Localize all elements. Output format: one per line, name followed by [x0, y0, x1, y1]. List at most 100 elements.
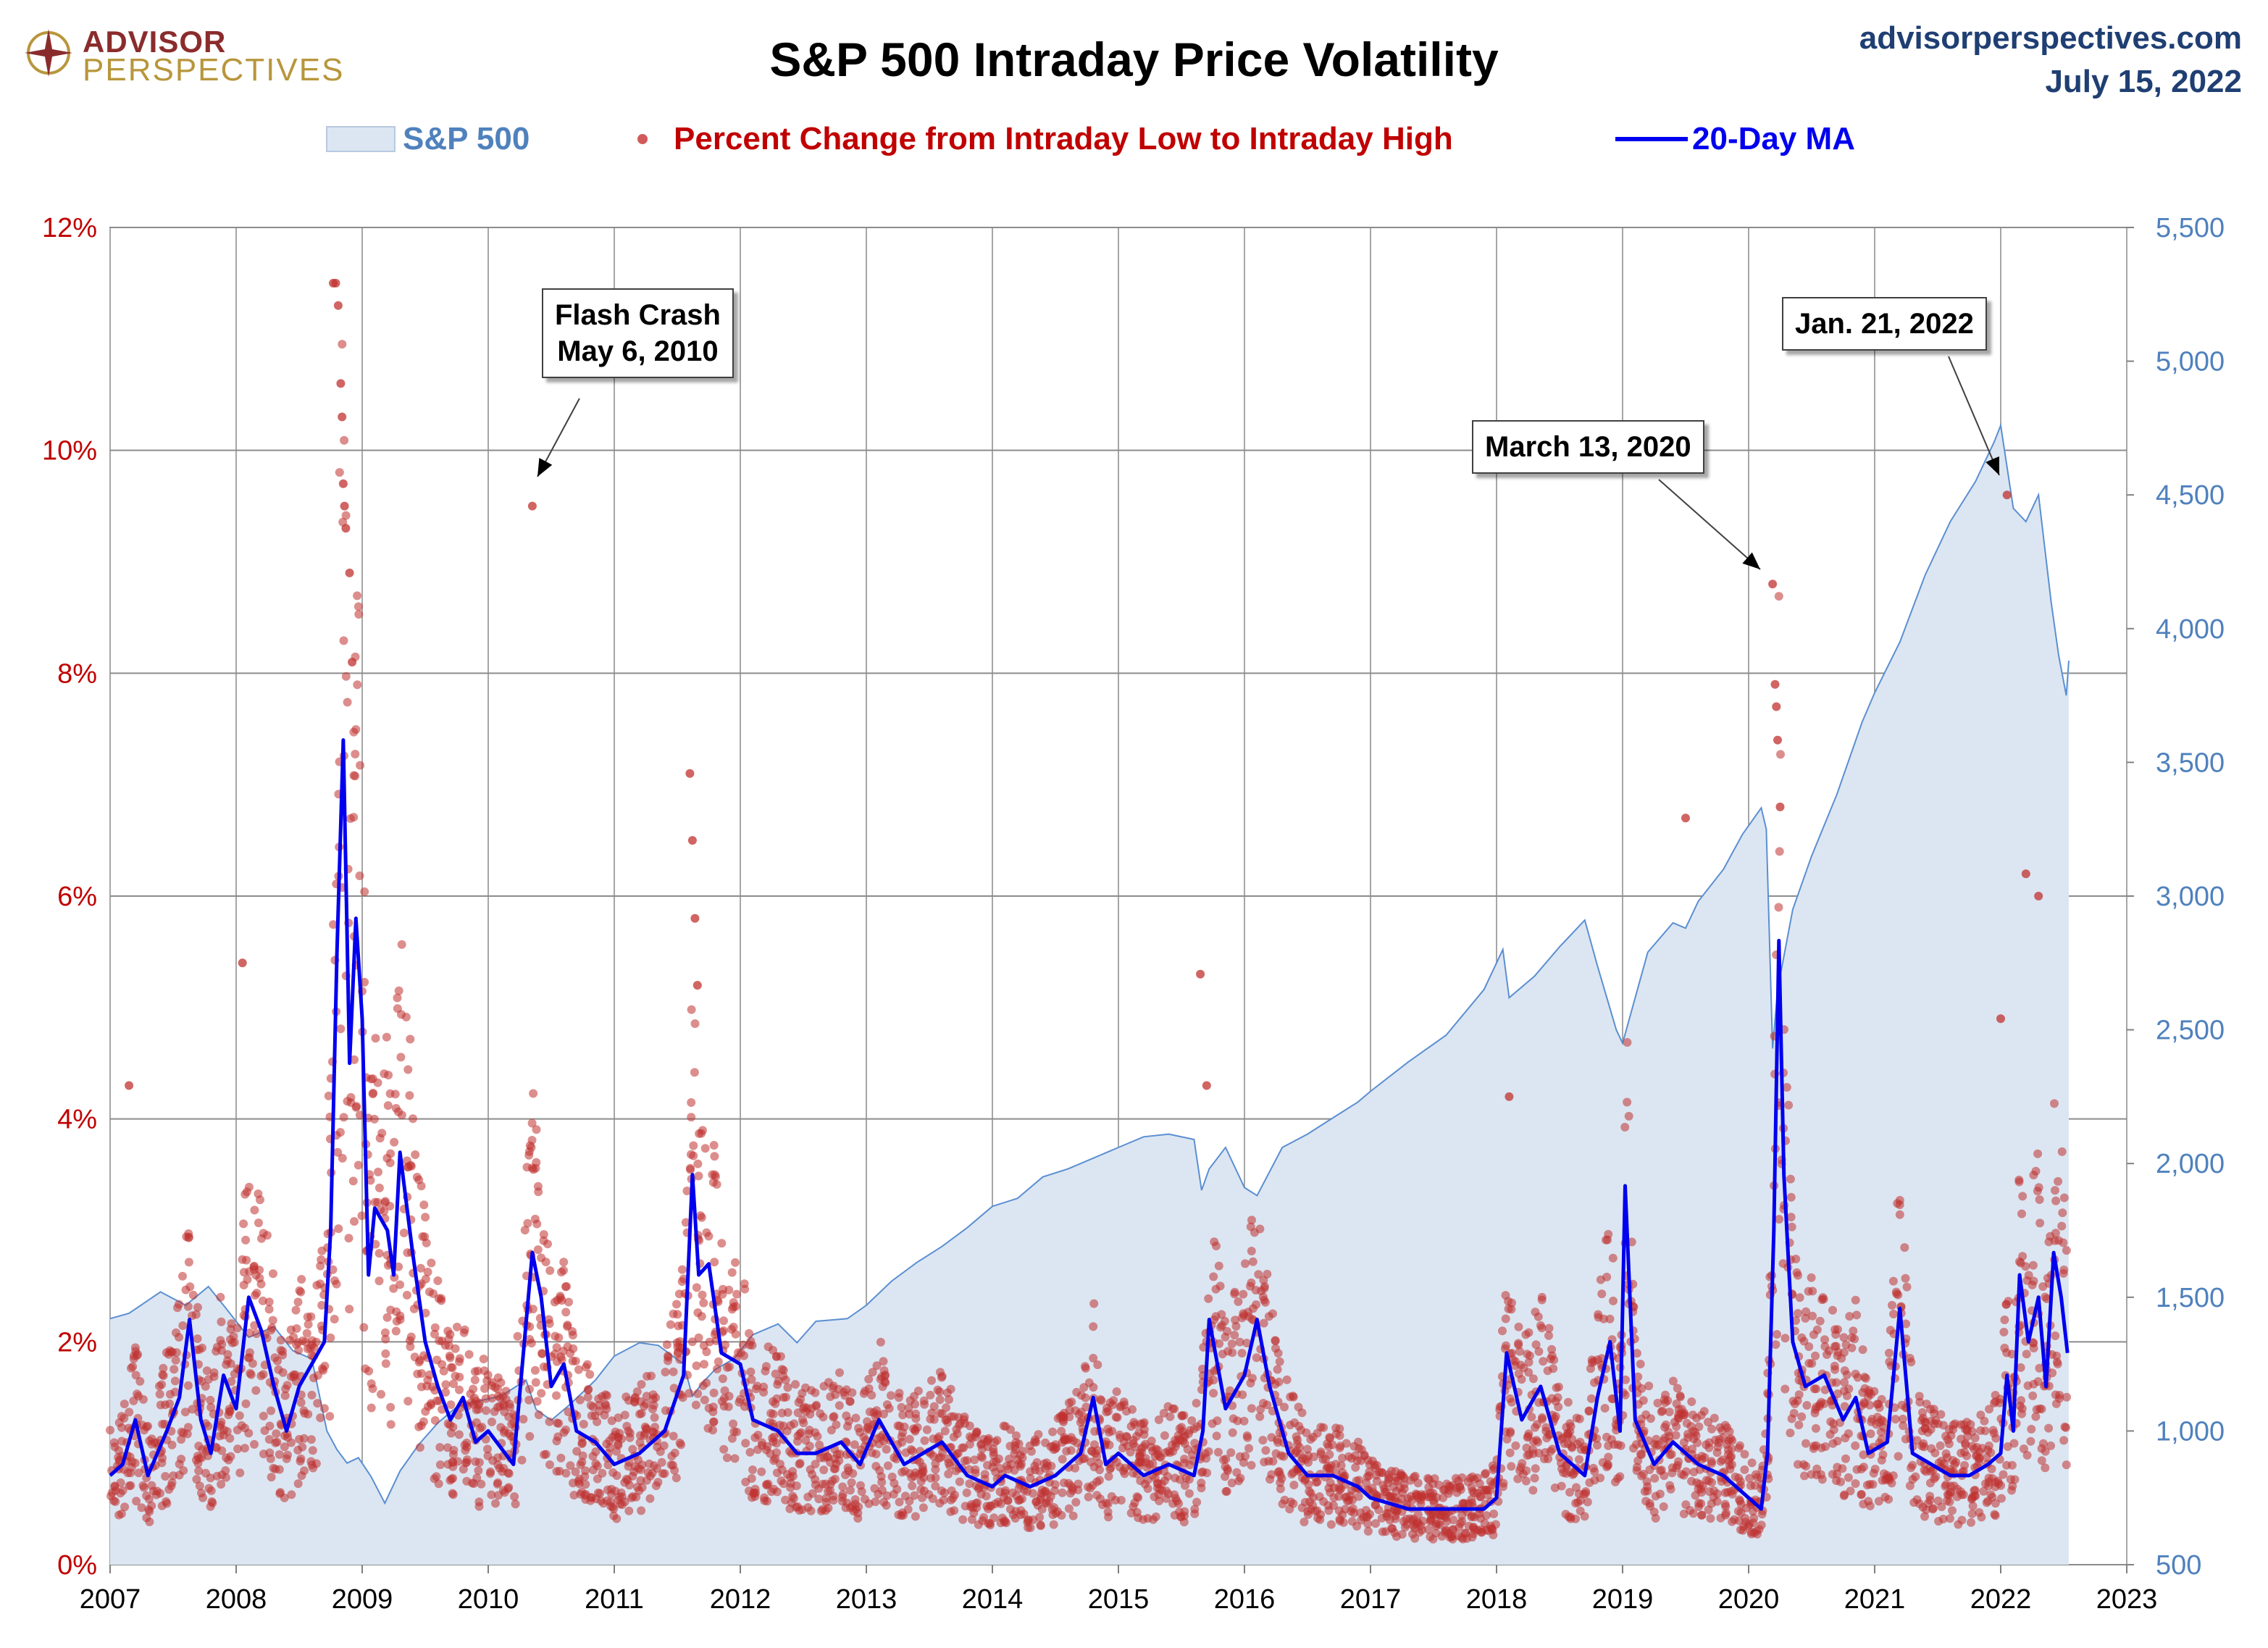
volatility-dot	[1230, 1331, 1239, 1339]
volatility-dot	[474, 1466, 483, 1475]
volatility-dot	[487, 1490, 496, 1499]
volatility-dot	[854, 1502, 863, 1512]
volatility-dot	[1877, 1455, 1886, 1465]
volatility-dot	[1657, 1407, 1666, 1416]
volatility-dot	[673, 1349, 682, 1358]
volatility-dot	[1263, 1269, 1272, 1279]
volatility-dot	[1933, 1496, 1943, 1505]
volatility-dot	[209, 1368, 219, 1377]
volatility-dot	[940, 1426, 950, 1436]
volatility-dot	[772, 1394, 782, 1403]
volatility-dot	[666, 1320, 675, 1329]
volatility-dot	[689, 1141, 698, 1150]
volatility-dot	[1637, 1384, 1646, 1393]
volatility-dot	[455, 1373, 464, 1381]
volatility-dot	[391, 1326, 401, 1336]
volatility-dot	[351, 750, 360, 758]
volatility-dot	[658, 1469, 667, 1478]
volatility-dot	[900, 1422, 909, 1431]
volatility-dot	[910, 1491, 919, 1500]
volatility-dot	[1384, 1492, 1394, 1501]
volatility-dot	[1278, 1499, 1287, 1509]
volatility-dot	[624, 1506, 634, 1515]
volatility-dot	[1650, 1473, 1660, 1483]
volatility-dot	[1528, 1486, 1538, 1495]
volatility-dot	[717, 1397, 727, 1406]
legend-percent-label: Percent Change from Intraday Low to Intr…	[674, 121, 1453, 156]
volatility-dot	[1481, 1511, 1491, 1521]
volatility-dot	[183, 1381, 193, 1390]
volatility-dot	[1581, 1489, 1590, 1498]
volatility-dot	[1757, 1510, 1767, 1519]
volatility-dot	[1469, 1523, 1478, 1531]
volatility-dot	[1534, 1347, 1544, 1356]
volatility-dot	[1212, 1242, 1221, 1250]
volatility-dot	[135, 1376, 145, 1386]
x-tick-label: 2019	[1592, 1584, 1654, 1615]
volatility-dot	[534, 1187, 543, 1197]
volatility-dot	[344, 1234, 353, 1243]
volatility-dot	[180, 1408, 190, 1417]
volatility-dot	[1475, 1479, 1484, 1489]
volatility-dot	[221, 1466, 230, 1475]
volatility-dot	[1673, 1384, 1682, 1393]
volatility-dot	[1398, 1471, 1407, 1481]
volatility-dot	[681, 1218, 690, 1227]
volatility-dot	[545, 1460, 554, 1469]
volatility-dot	[687, 1005, 696, 1014]
volatility-dot	[1639, 1470, 1648, 1478]
volatility-dot	[1181, 1481, 1189, 1490]
ma-line-layer	[109, 738, 2070, 1511]
volatility-dot	[402, 1156, 411, 1166]
volatility-dot	[1084, 1492, 1093, 1502]
volatility-dot	[110, 1481, 120, 1491]
volatility-dot	[982, 1492, 991, 1501]
x-tick-label: 2013	[836, 1584, 897, 1615]
volatility-dot	[1273, 1435, 1282, 1444]
volatility-dot	[1604, 1452, 1613, 1462]
volatility-dot	[1551, 1412, 1560, 1421]
volatility-dot	[244, 1182, 254, 1192]
volatility-dot	[1363, 1526, 1373, 1536]
volatility-dot	[1876, 1427, 1886, 1436]
volatility-dot	[551, 1331, 560, 1341]
volatility-dot	[931, 1465, 940, 1474]
volatility-dot	[2029, 1344, 2038, 1352]
volatility-dot	[275, 1450, 284, 1459]
volatility-dot	[307, 1336, 317, 1345]
volatility-dot	[1604, 1229, 1613, 1239]
volatility-dot	[394, 1262, 403, 1271]
volatility-dot	[1305, 1497, 1314, 1507]
volatility-dot	[1504, 1304, 1513, 1313]
volatility-dot	[732, 1427, 741, 1436]
volatility-dot	[283, 1381, 292, 1390]
volatility-dot	[991, 1468, 1000, 1476]
volatility-dot	[1126, 1447, 1135, 1457]
volatility-dot	[1338, 1510, 1347, 1519]
callout-march-2020: March 13, 2020	[1472, 420, 1704, 474]
volatility-dot	[1791, 1255, 1801, 1263]
volatility-dot	[1139, 1425, 1149, 1434]
volatility-dot	[128, 1362, 138, 1371]
volatility-dot	[1524, 1358, 1533, 1367]
arrow-march-2020-head	[1742, 552, 1760, 569]
volatility-dot	[1576, 1437, 1585, 1447]
volatility-dot	[1221, 1486, 1231, 1496]
volatility-dot	[815, 1440, 824, 1450]
x-tick-label: 2008	[206, 1584, 267, 1615]
volatility-dot	[1832, 1378, 1841, 1387]
volatility-dot	[583, 1392, 593, 1402]
volatility-dot	[2000, 1343, 2009, 1352]
volatility-dot	[178, 1321, 188, 1330]
volatility-dot	[2062, 1392, 2072, 1402]
volatility-dot	[1677, 1470, 1686, 1479]
volatility-dot	[1122, 1407, 1131, 1416]
volatility-dot	[1183, 1444, 1192, 1454]
volatility-dot	[827, 1426, 836, 1435]
volatility-dot	[850, 1495, 860, 1504]
volatility-dot	[900, 1466, 910, 1476]
volatility-dot	[127, 1457, 137, 1466]
volatility-dot	[184, 1258, 193, 1267]
volatility-dot	[882, 1491, 892, 1500]
volatility-dot	[582, 1363, 590, 1372]
